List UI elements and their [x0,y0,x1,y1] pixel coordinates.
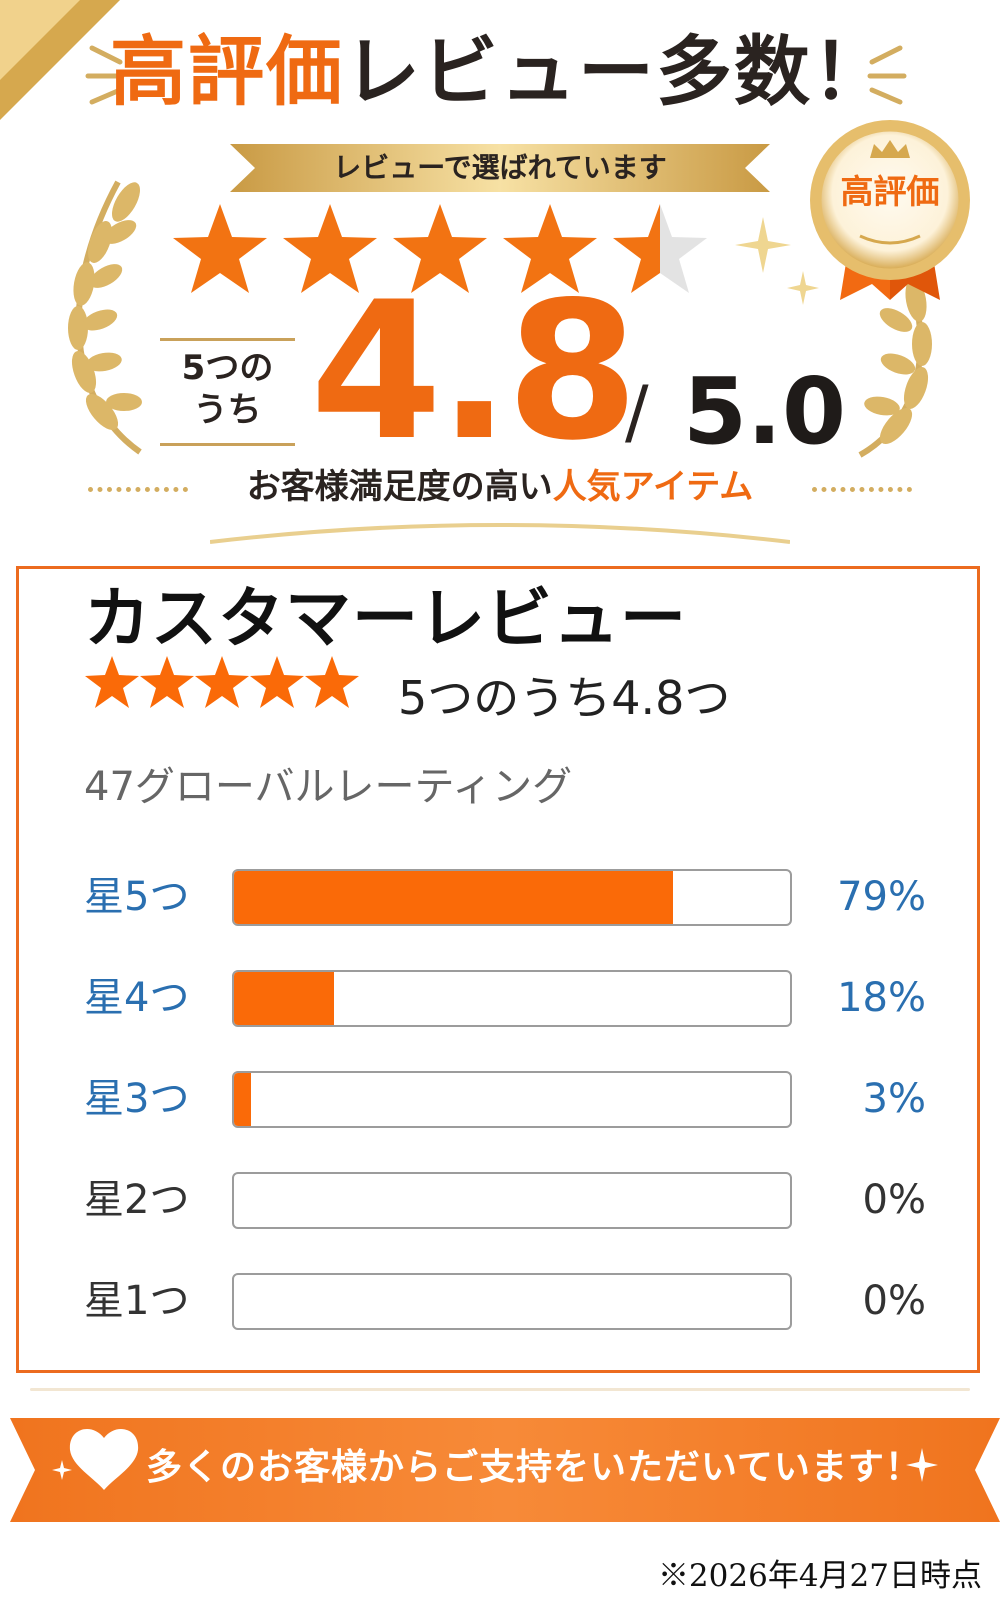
rating-summary-text: 5つのうち4.8つ [398,671,731,725]
histogram-label-1-star: 星1つ [84,1278,190,1324]
star-icon [250,656,304,708]
heart-icon [69,1428,139,1490]
decorative-arc [210,523,790,544]
tagline: お客様満足度の高い人気アイテム [0,464,1000,510]
headline: 高評価レビュー多数！ [0,22,1000,122]
customer-review-title: カスタマーレビュー [84,580,687,657]
histogram-bar-fill [234,1073,251,1126]
histogram-label-5-stars[interactable]: 星5つ [84,874,190,920]
headline-highlight: 高評価 [110,27,344,116]
histogram-percent-3-stars[interactable]: 3% [862,1076,926,1122]
score-prefix-line2: うち [193,390,262,430]
histogram-percent-5-stars[interactable]: 79% [837,874,926,920]
gold-ribbon-banner [230,144,770,192]
histogram-bar-3-stars[interactable] [232,1071,792,1128]
histogram-bar-5-stars[interactable] [232,869,792,926]
laurel-right-icon [858,260,932,458]
big-score: 4.8 [310,261,639,482]
histogram-label-4-stars[interactable]: 星4つ [84,975,190,1021]
crown-icon [870,140,910,158]
sparkle-lines-left-icon [85,45,125,105]
histogram-bar-1-star [232,1273,792,1330]
histogram-percent-1-star: 0% [862,1278,926,1324]
tagline-text: お客様満足度の高い [246,467,553,507]
star-icon [305,656,359,708]
max-score: 5.0 [683,358,846,465]
histogram-label-3-stars[interactable]: 星3つ [84,1076,190,1122]
histogram-bar-2-stars [232,1172,792,1229]
review-star-rating [85,656,359,708]
star-icon [195,656,249,708]
histogram-label-2-stars: 星2つ [84,1177,190,1223]
gold-corner-highlight [0,0,80,80]
sparkle-icon [906,1448,938,1482]
sparkle-icon [52,1460,72,1480]
date-footnote: ※2026年4月27日時点 [657,1558,982,1594]
score-prefix-frame [160,338,295,446]
histogram-bar-fill [234,871,674,924]
laurel-left-icon [68,180,142,455]
histogram-bar-fill [234,972,335,1025]
histogram-percent-4-stars[interactable]: 18% [837,975,926,1021]
star-icon [85,656,139,708]
promo-section: 高評価レビュー多数！ レビューで選ばれています [0,0,1000,544]
support-banner [10,1418,1000,1522]
high-rating-seal-badge [810,120,970,300]
section-divider [30,1388,970,1391]
seal-text: 高評価 [840,172,940,211]
histogram-bar-4-stars[interactable] [232,970,792,1027]
sparkle-lines-right-icon [867,45,907,105]
dotted-divider-left [88,487,188,492]
score-slash: / [625,371,649,453]
support-banner-text: 多くのお客様からご支持をいただいています！ [146,1447,922,1488]
star-icon [140,656,194,708]
headline-text: レビュー多数！ [344,27,890,116]
dotted-divider-right [812,487,912,492]
sparkle-icon [735,217,819,305]
ribbon-text: レビューで選ばれています [333,151,667,184]
histogram-percent-2-stars: 0% [862,1177,926,1223]
score-prefix-line1: 5つの [181,348,274,388]
star-icon [173,204,267,293]
tagline-highlight: 人気アイテム [552,467,754,507]
global-rating-count: 47グローバルレーティング [84,764,573,810]
